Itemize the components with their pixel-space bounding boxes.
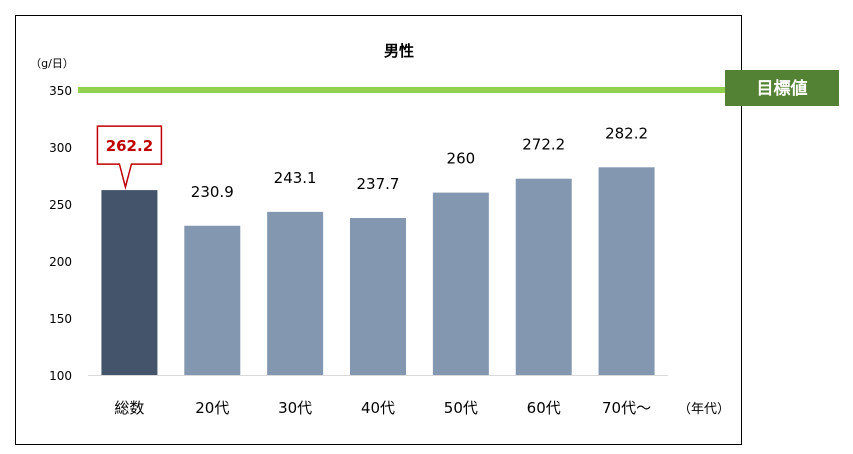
- y-tick-label-350: 350: [49, 84, 72, 98]
- y-tick-label-200: 200: [49, 255, 72, 269]
- y-tick-label-300: 300: [49, 141, 72, 155]
- target-label: 目標値: [757, 78, 808, 99]
- bar-1: [184, 225, 241, 375]
- y-tick-label-250: 250: [49, 198, 72, 212]
- category-label-0: 総数: [114, 399, 144, 417]
- bar-5: [515, 178, 572, 375]
- category-label-6: 70代～: [602, 399, 651, 417]
- bar-4: [432, 192, 489, 375]
- y-tick-label-150: 150: [49, 312, 72, 326]
- category-label-5: 60代: [527, 399, 561, 417]
- category-label-1: 20代: [195, 399, 229, 417]
- bar-2: [267, 211, 324, 375]
- x-axis-unit-label: （年代）: [678, 402, 730, 417]
- category-label-2: 30代: [278, 399, 312, 417]
- value-label-3: 237.7: [357, 175, 400, 193]
- value-label-4: 260: [447, 150, 476, 168]
- y-tick-label-100: 100: [49, 369, 72, 383]
- bar-0: [101, 190, 158, 375]
- value-label-5: 272.2: [522, 136, 565, 154]
- chart-title: 男性: [384, 42, 414, 60]
- bar-3: [350, 218, 406, 375]
- value-label-6: 282.2: [605, 124, 648, 142]
- value-label-2: 243.1: [274, 169, 317, 187]
- target-label-box: [725, 70, 839, 106]
- category-label-4: 50代: [444, 399, 478, 417]
- total-callout-box: [96, 125, 163, 191]
- value-label-1: 230.9: [191, 183, 234, 201]
- y-axis-unit-label: （g/日）: [30, 57, 74, 70]
- target-line: [78, 87, 728, 93]
- category-label-3: 40代: [361, 399, 395, 417]
- bar-6: [598, 167, 655, 375]
- value-label-0: 262.2: [106, 137, 153, 155]
